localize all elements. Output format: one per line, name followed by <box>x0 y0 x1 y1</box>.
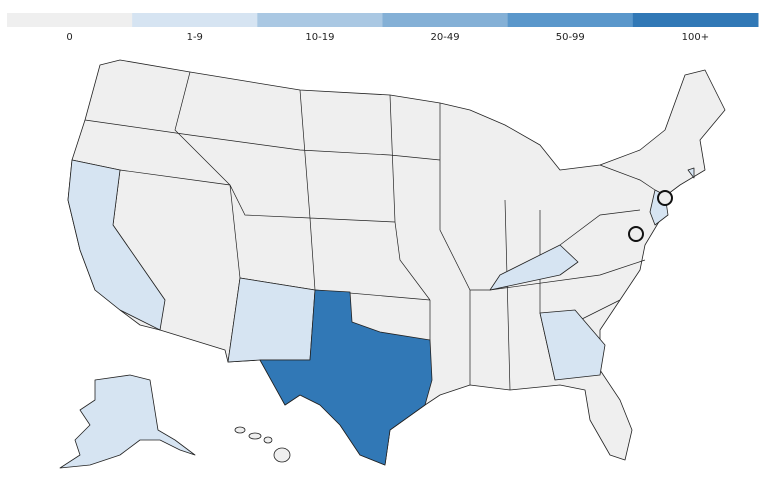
legend-label: 0 <box>66 32 72 43</box>
region-california <box>67 159 166 331</box>
island <box>273 447 291 463</box>
legend-label: 100+ <box>682 32 709 43</box>
island <box>248 432 262 440</box>
legend-swatch <box>507 13 634 27</box>
region-new-mexico <box>227 277 316 363</box>
legend-swatch <box>382 13 509 27</box>
legend-label: 10-19 <box>305 32 334 43</box>
hawaii <box>234 426 291 463</box>
legend: 0 1-9 10-19 20-49 50-99 100+ <box>7 13 759 43</box>
island <box>234 426 246 434</box>
region-rhode-island <box>687 167 695 179</box>
legend-swatch <box>7 13 133 27</box>
region-texas <box>259 289 433 466</box>
legend-swatch <box>632 13 759 27</box>
legend-label: 1-9 <box>187 32 203 43</box>
map <box>59 59 726 469</box>
region-georgia <box>539 309 606 381</box>
legend-swatch <box>132 13 258 27</box>
legend-label: 20-49 <box>431 32 460 43</box>
city-marker <box>628 226 644 242</box>
region-alaska <box>59 374 196 469</box>
region-kentucky <box>489 244 579 291</box>
city-marker <box>657 190 673 206</box>
legend-label: 50-99 <box>556 32 585 43</box>
island <box>263 436 273 444</box>
legend-swatch <box>257 13 383 27</box>
